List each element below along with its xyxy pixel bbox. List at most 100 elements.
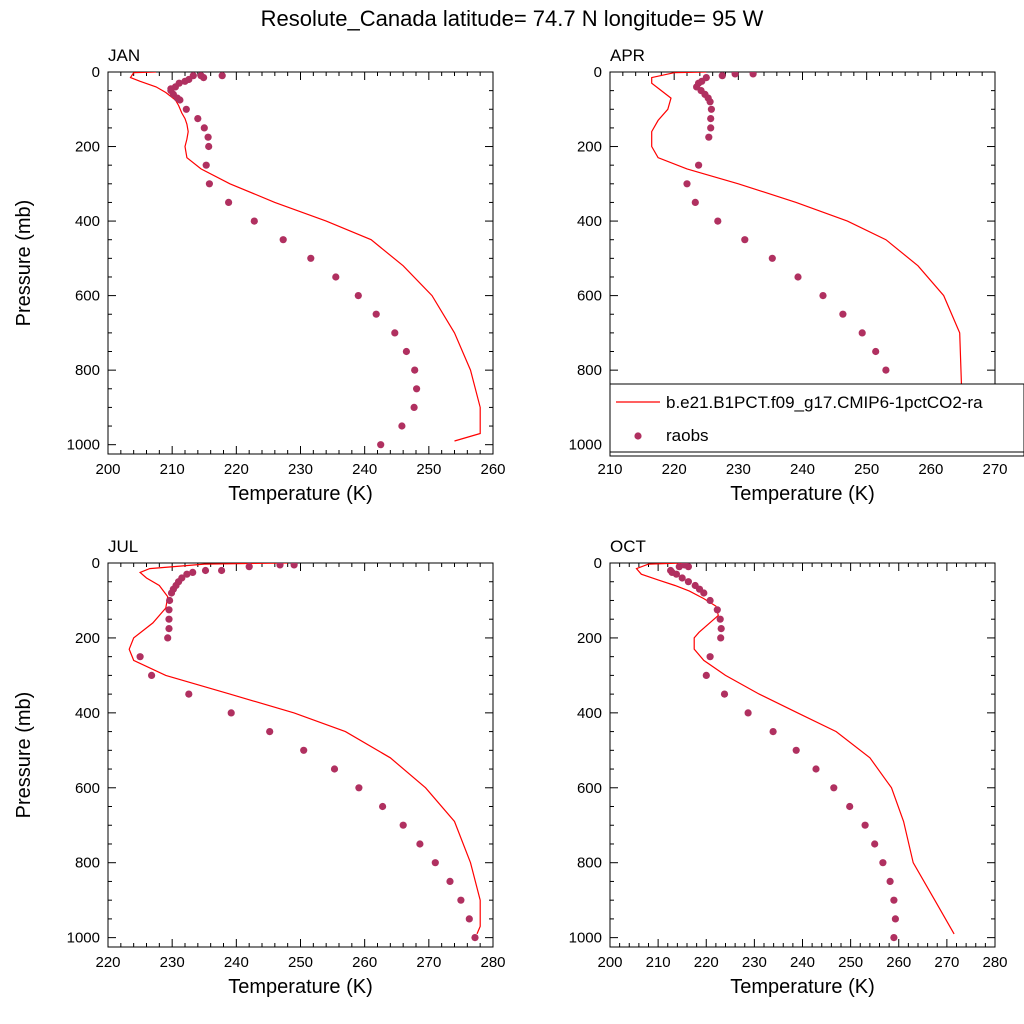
raobs-point xyxy=(189,568,197,577)
raobs-point xyxy=(398,422,406,430)
y-tick-label: 0 xyxy=(92,555,100,572)
raobs-point xyxy=(431,859,439,867)
raobs-point xyxy=(846,802,854,811)
x-tick-label: 260 xyxy=(886,954,911,971)
raobs-point xyxy=(164,634,172,642)
chart-title: Resolute_Canada latitude= 74.7 N longitu… xyxy=(260,6,764,31)
y-tick-label: 200 xyxy=(75,630,100,647)
raobs-point xyxy=(705,133,713,141)
raobs-point xyxy=(183,570,191,578)
raobs-point xyxy=(882,366,890,374)
raobs-point xyxy=(218,566,226,575)
raobs-point xyxy=(702,671,710,680)
chart-panel-jul: 220 230 240 250 260 270 280 0 200 400 600 800 1000 Te… xyxy=(13,537,506,998)
x-tick-label: 270 xyxy=(416,954,441,971)
raobs-point xyxy=(858,329,866,337)
panel-label: JUL xyxy=(108,537,138,556)
raobs-point xyxy=(465,915,473,923)
y-tick-label: 200 xyxy=(75,139,100,156)
raobs-point xyxy=(707,105,716,113)
x-tick-label: 240 xyxy=(224,954,249,971)
x-tick-label: 230 xyxy=(288,461,313,478)
raobs-point xyxy=(861,821,869,829)
raobs-point xyxy=(181,77,189,85)
x-tick-label: 240 xyxy=(352,461,377,478)
model-profile-line xyxy=(651,72,963,442)
raobs-point xyxy=(879,859,887,867)
x-tick-label: 240 xyxy=(790,954,815,971)
raobs-point xyxy=(707,124,715,132)
raobs-point xyxy=(194,115,202,123)
legend-obs-label: raobs xyxy=(666,426,709,445)
raobs-point xyxy=(165,606,173,614)
raobs-point xyxy=(684,578,693,586)
raobs-point xyxy=(165,615,173,623)
raobs-point xyxy=(332,273,340,281)
raobs-point xyxy=(165,625,173,633)
panel-label: APR xyxy=(610,46,645,65)
raobs-point xyxy=(166,596,174,605)
panel-label: OCT xyxy=(610,537,646,556)
y-tick-label: 1000 xyxy=(569,930,602,947)
raobs-point xyxy=(307,254,315,262)
x-axis-label: Temperature (K) xyxy=(730,483,875,505)
raobs-point xyxy=(372,310,380,318)
y-tick-label: 800 xyxy=(577,362,602,379)
y-axis-label: Pressure (mb) xyxy=(13,200,35,327)
y-tick-label: 0 xyxy=(594,64,602,81)
raobs-point xyxy=(416,840,424,848)
raobs-point xyxy=(812,765,820,773)
raobs-point xyxy=(718,72,726,80)
x-tick-label: 230 xyxy=(742,954,767,971)
x-tick-label: 260 xyxy=(918,461,943,478)
raobs-point xyxy=(377,441,385,449)
x-tick-label: 210 xyxy=(646,954,671,971)
raobs-point xyxy=(136,653,144,661)
raobs-point xyxy=(218,72,226,80)
raobs-point xyxy=(706,653,714,661)
raobs-point xyxy=(402,347,410,356)
raobs-point xyxy=(355,784,363,792)
x-tick-label: 200 xyxy=(95,461,120,478)
raobs-point xyxy=(276,563,284,569)
raobs-point xyxy=(457,896,465,904)
y-tick-label: 600 xyxy=(577,780,602,797)
raobs-point xyxy=(731,72,739,78)
raobs-point xyxy=(205,142,213,151)
model-profile-line xyxy=(128,563,481,935)
raobs-point xyxy=(354,292,362,300)
x-tick-label: 220 xyxy=(224,461,249,478)
y-tick-label: 400 xyxy=(75,705,100,722)
raobs-point xyxy=(446,877,454,886)
x-tick-label: 200 xyxy=(597,954,622,971)
raobs-point xyxy=(839,310,847,318)
y-tick-label: 600 xyxy=(577,288,602,305)
x-tick-label: 270 xyxy=(982,461,1007,478)
raobs-point xyxy=(691,198,699,206)
raobs-point xyxy=(716,615,724,623)
raobs-point xyxy=(717,625,725,633)
raobs-point xyxy=(675,563,683,571)
x-tick-label: 280 xyxy=(480,954,505,971)
raobs-point xyxy=(379,802,387,811)
raobs-point xyxy=(330,765,339,773)
x-tick-label: 250 xyxy=(838,954,863,971)
raobs-point xyxy=(749,72,757,78)
y-tick-label: 200 xyxy=(577,139,602,156)
raobs-point xyxy=(706,596,714,605)
x-tick-label: 220 xyxy=(694,954,719,971)
y-tick-label: 800 xyxy=(577,855,602,872)
raobs-point xyxy=(713,606,721,614)
x-axis-label: Temperature (K) xyxy=(228,976,373,998)
y-axis-label: Pressure (mb) xyxy=(13,692,35,819)
raobs-point xyxy=(741,236,749,244)
legend-marker-swatch xyxy=(634,432,642,440)
raobs-point xyxy=(819,292,827,300)
raobs-point xyxy=(225,198,233,206)
raobs-point xyxy=(890,934,898,942)
raobs-point xyxy=(410,403,418,411)
raobs-point xyxy=(200,74,208,82)
legend-model-label: b.e21.B1PCT.f09_g17.CMIP6-1pctCO2-ra xyxy=(666,393,983,412)
y-tick-label: 600 xyxy=(75,780,100,797)
y-tick-label: 400 xyxy=(577,213,602,230)
